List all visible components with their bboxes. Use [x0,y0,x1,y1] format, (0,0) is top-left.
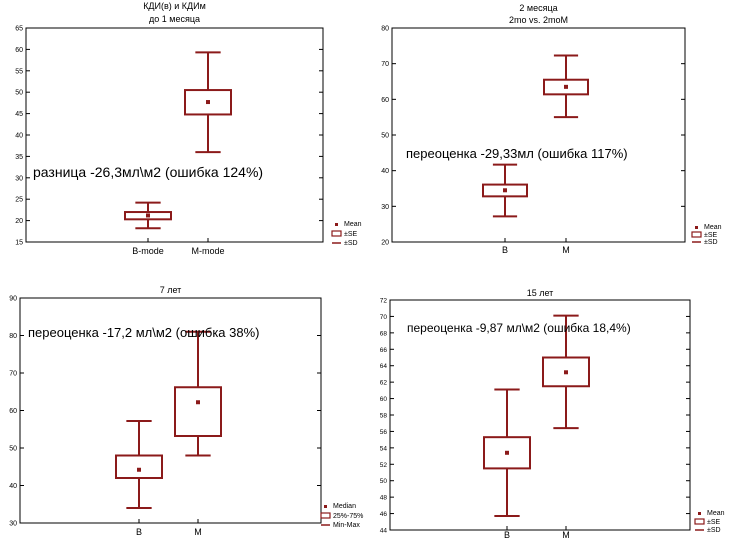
y-tick-label: 60 [9,408,17,415]
chart-title: КДИ(в) и КДИм [143,1,206,11]
y-tick-label: 80 [381,26,389,33]
legend-label: Mean [707,510,725,517]
y-tick-label: 40 [15,133,23,140]
mean-point [564,370,568,375]
box-rect [115,454,163,479]
legend-box-symbol [331,230,342,237]
chart-title: 15 лет [527,288,554,298]
y-tick-label: 30 [381,204,389,211]
y-tick-label: 65 [15,26,23,33]
mean-point [503,188,507,193]
y-tick-label: 55 [15,68,23,75]
chart-title: 7 лет [160,285,182,295]
annotation-text: переоценка -9,87 мл\м2 (ошибка 18,4%) [407,321,631,335]
legend-mean-marker [695,226,698,229]
chart-subtitle: до 1 месяца [149,14,200,24]
annotation-text: переоценка -29,33мл (ошибка 117%) [406,146,628,161]
plot-frame [25,27,324,243]
y-tick-label: 40 [9,483,17,490]
mean-point [137,467,141,472]
y-tick-label: 50 [15,90,23,97]
legend-label: ±SD [704,239,718,246]
legend-label: Mean [704,224,722,231]
y-tick-label: 25 [15,197,23,204]
y-tick-label: 44 [380,528,388,535]
y-tick-label: 90 [9,296,17,303]
plot-frame [391,27,686,243]
category-label: B [504,530,510,540]
annotation-text: переоценка -17,2 мл\м2 (ошибка 38%) [28,325,260,340]
category-label: B [136,527,142,537]
legend-box-symbol [320,512,331,519]
box-rect [174,386,222,437]
legend-label: ±SE [344,231,358,238]
y-tick-label: 46 [380,511,388,518]
y-tick-label: 64 [380,363,388,370]
y-tick-label: 70 [380,314,388,321]
y-tick-label: 68 [380,330,388,337]
category-label: M [562,245,570,255]
chart-subtitle: 2mo vs. 2moM [509,15,568,25]
category-label: M-mode [191,246,224,256]
y-tick-label: 60 [380,396,388,403]
y-tick-label: 15 [15,240,23,247]
y-tick-label: 66 [380,347,388,354]
y-tick-label: 60 [381,97,389,104]
y-tick-label: 30 [9,521,17,528]
legend-label: Median [333,503,356,510]
mean-point [206,100,210,105]
y-tick-label: 56 [380,429,388,436]
y-tick-label: 35 [15,154,23,161]
legend-label: ±SD [344,240,358,247]
y-tick-label: 50 [381,133,389,140]
y-tick-label: 60 [15,47,23,54]
legend-box-symbol [691,231,702,238]
y-tick-label: 45 [15,111,23,118]
mean-point [196,400,200,405]
mean-point [505,450,509,455]
y-tick-label: 62 [380,380,388,387]
y-tick-label: 58 [380,413,388,420]
legend-mean-marker [698,512,701,515]
legend-label: 25%-75% [333,513,363,520]
category-label: M [562,530,570,540]
category-label: B [502,245,508,255]
category-label: M [194,527,202,537]
y-tick-label: 70 [381,61,389,68]
legend-label: Mean [344,221,362,228]
y-tick-label: 70 [9,371,17,378]
y-tick-label: 30 [15,175,23,182]
legend-box-symbol [694,518,705,525]
y-tick-label: 54 [380,445,388,452]
y-tick-label: 52 [380,462,388,469]
y-tick-label: 72 [380,298,388,305]
legend-label: Min-Max [333,522,360,529]
chart-title: 2 месяца [519,3,557,13]
y-tick-label: 40 [381,168,389,175]
y-tick-label: 50 [380,478,388,485]
legend-mean-marker [335,223,338,226]
legend-label: ±SD [707,527,721,534]
legend-mean-marker [324,505,327,508]
category-label: B-mode [132,246,164,256]
y-tick-label: 50 [9,446,17,453]
mean-point [146,213,150,218]
y-tick-label: 20 [15,218,23,225]
y-tick-label: 80 [9,333,17,340]
y-tick-label: 20 [381,240,389,247]
mean-point [564,84,568,89]
annotation-text: разница -26,3мл\м2 (ошибка 124%) [33,164,263,180]
legend-label: ±SE [707,519,721,526]
y-tick-label: 48 [380,495,388,502]
legend-label: ±SE [704,232,718,239]
